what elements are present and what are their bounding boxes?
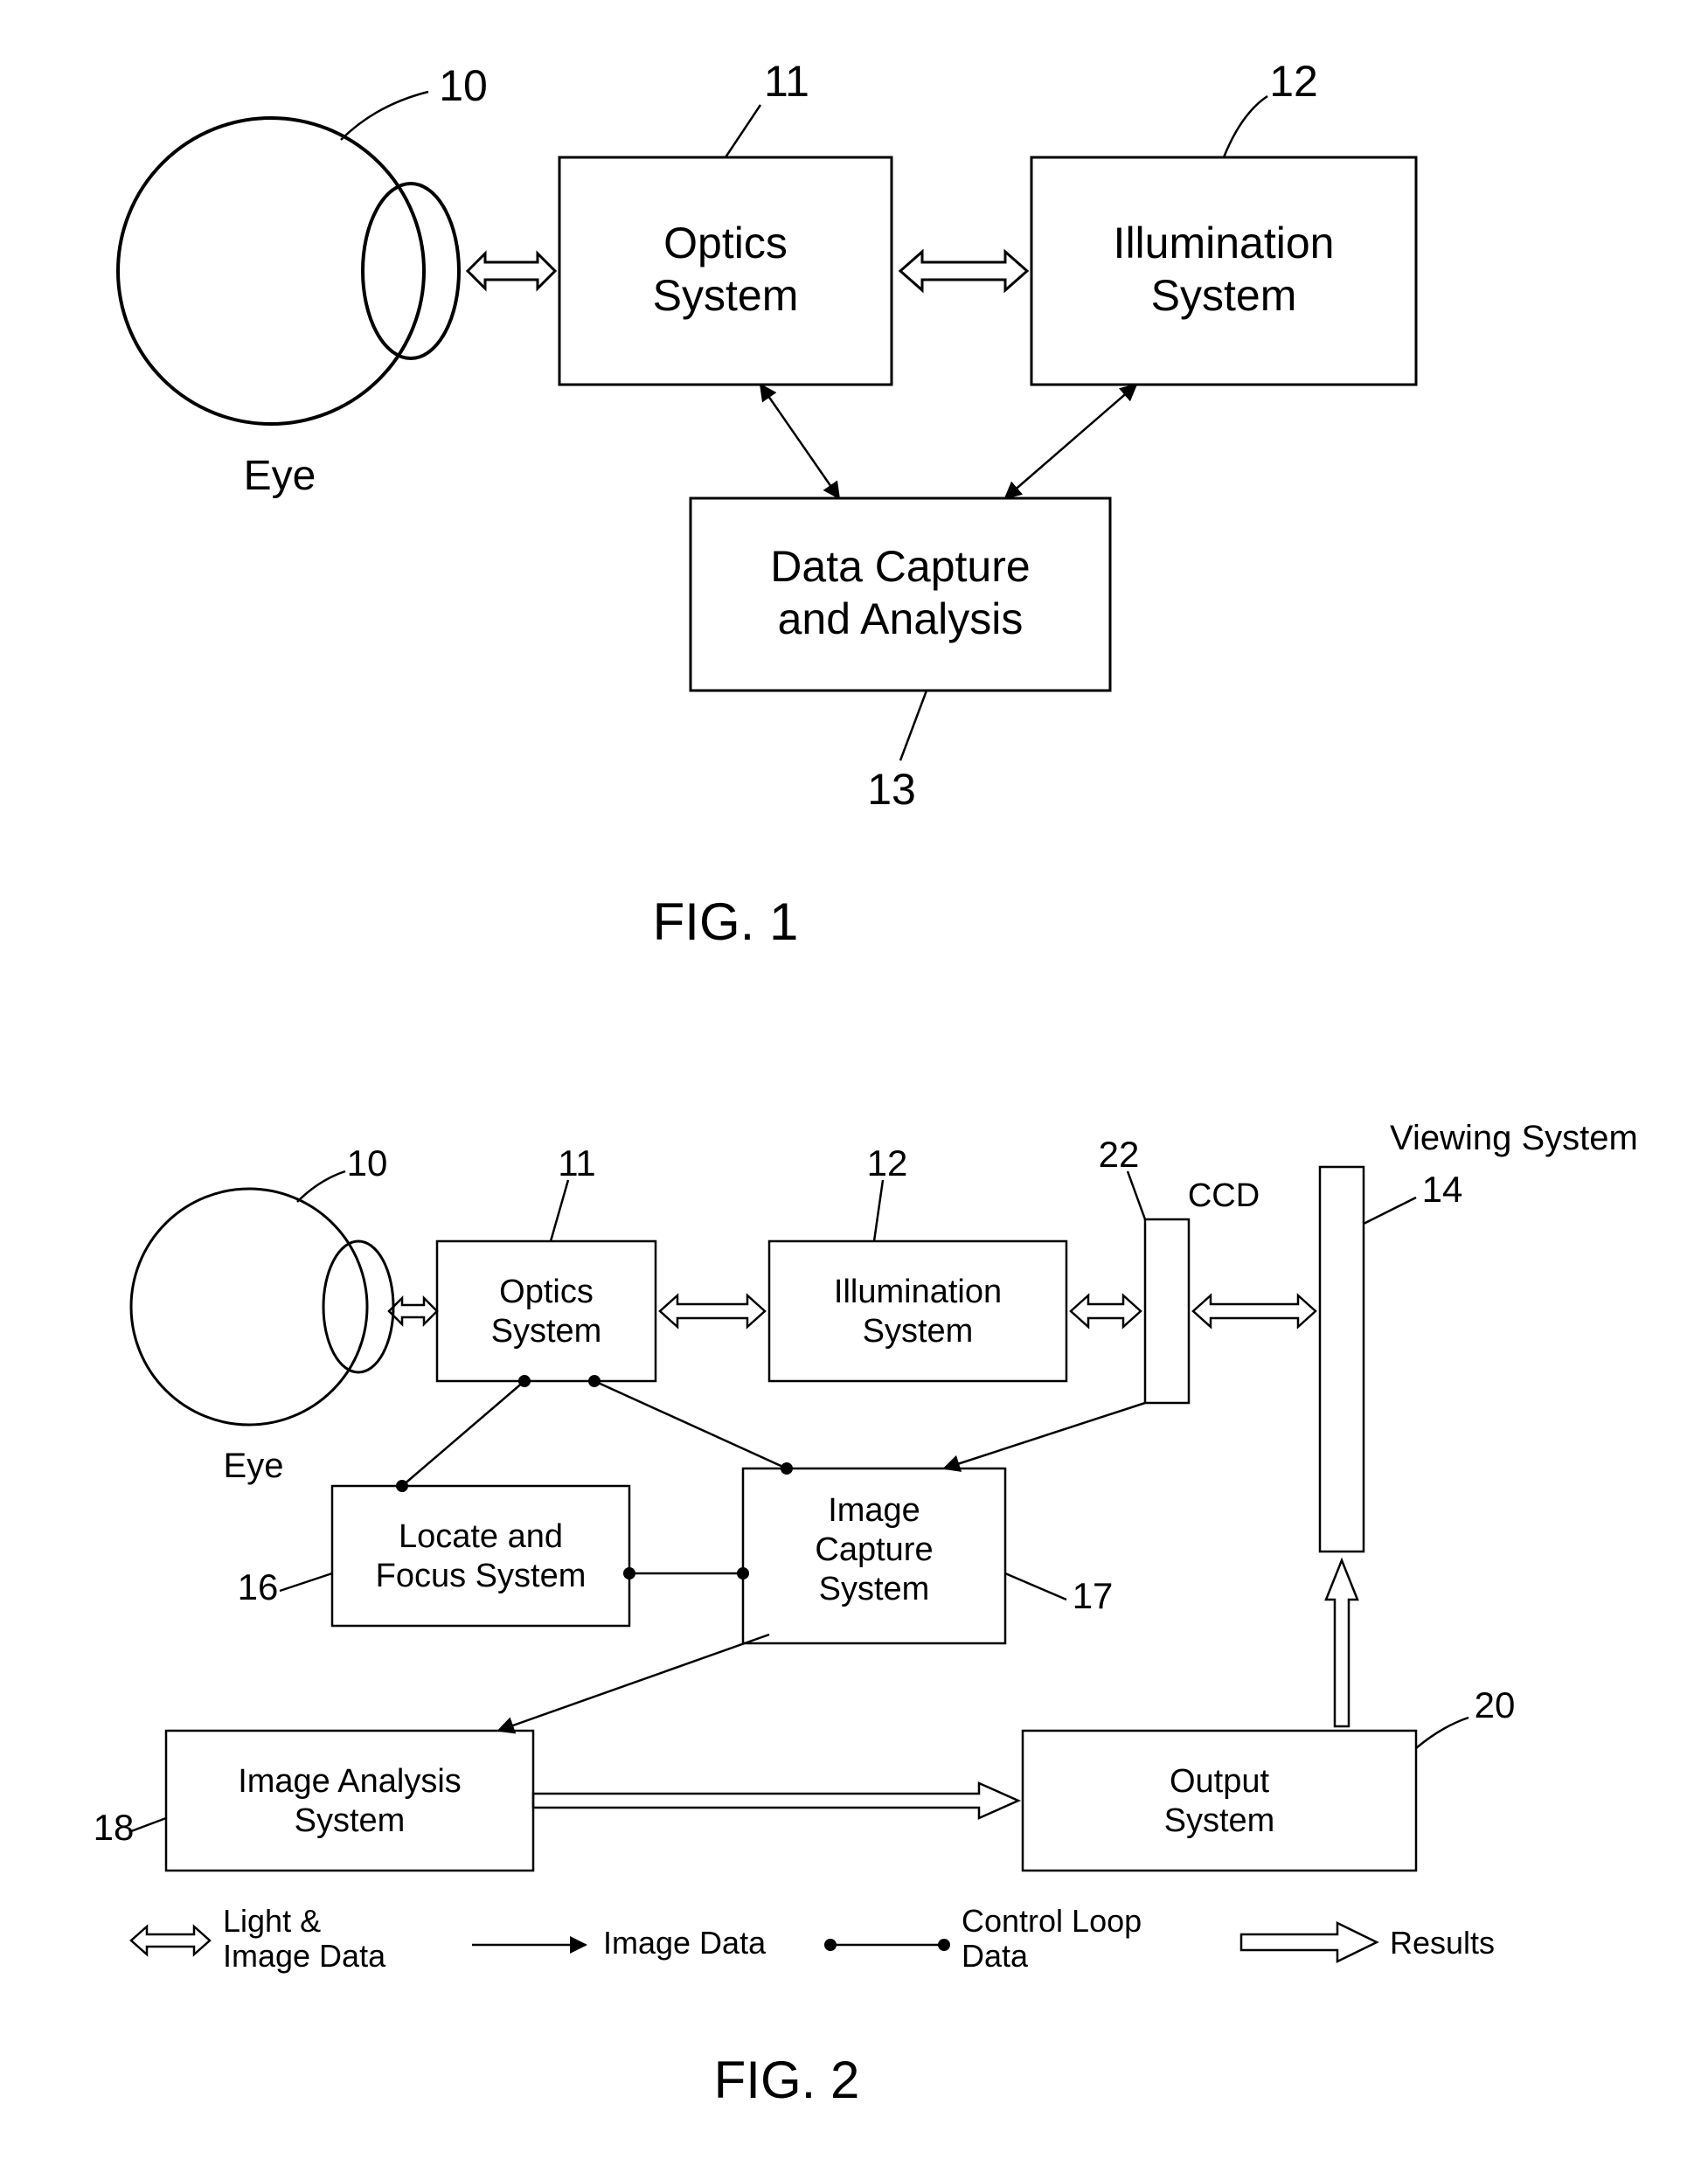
ref2-14: 14 — [1422, 1169, 1463, 1210]
ref-10: 10 — [439, 61, 488, 110]
illum-line2: System — [1151, 271, 1297, 320]
ref-12: 12 — [1269, 57, 1318, 106]
leader2-10 — [297, 1171, 345, 1202]
optics-line2: System — [653, 271, 799, 320]
viewing-box — [1320, 1167, 1364, 1552]
leader2-16 — [280, 1573, 332, 1591]
ref2-22: 22 — [1099, 1134, 1140, 1175]
oa-eye-optics — [389, 1298, 437, 1324]
leader2-12 — [874, 1180, 883, 1241]
ref2-10: 10 — [347, 1142, 388, 1184]
capture-l3: System — [819, 1571, 930, 1607]
diagram-root: Eye 10 Optics System 11 Illumination Sys… — [0, 0, 1708, 2173]
eye-label: Eye — [244, 453, 316, 499]
optics2-l2: System — [491, 1313, 602, 1350]
arrow-optics-data — [760, 385, 839, 498]
leg2: Image Data — [603, 1925, 767, 1961]
leader2-20 — [1416, 1718, 1468, 1748]
optics2-l1: Optics — [499, 1274, 594, 1310]
oa-illum-ccd — [1071, 1295, 1141, 1327]
ctl-optics-capture — [594, 1381, 787, 1468]
fig1-title: FIG. 1 — [653, 892, 799, 951]
leader-13 — [900, 691, 927, 760]
legend: Light & Image Data Image Data Control Lo… — [131, 1903, 1495, 1974]
arrow-capture-analysis — [498, 1635, 769, 1731]
leg3b: Data — [962, 1938, 1029, 1974]
output-l2: System — [1164, 1802, 1275, 1839]
analysis-l2: System — [295, 1802, 406, 1839]
oa-analysis-output — [533, 1783, 1018, 1818]
leader2-22 — [1128, 1171, 1145, 1219]
capture-l2: Capture — [815, 1531, 933, 1568]
ref2-18: 18 — [94, 1807, 135, 1848]
open-arrow-eye-optics — [468, 253, 555, 288]
illum2-l1: Illumination — [834, 1274, 1002, 1310]
fig2-title: FIG. 2 — [714, 2051, 860, 2109]
locate-l2: Focus System — [376, 1558, 587, 1594]
illum2-l2: System — [863, 1313, 974, 1350]
analysis-box — [166, 1731, 533, 1871]
viewing-label: Viewing System — [1390, 1119, 1638, 1157]
leader-12 — [1224, 96, 1267, 157]
leader2-18 — [131, 1818, 166, 1831]
illum2-box — [769, 1241, 1066, 1381]
ccd-label: CCD — [1188, 1177, 1260, 1214]
ref2-16: 16 — [238, 1566, 279, 1607]
output-box — [1023, 1731, 1416, 1871]
oa-output-view — [1326, 1560, 1357, 1726]
output-l1: Output — [1170, 1763, 1270, 1800]
ref2-17: 17 — [1073, 1575, 1114, 1616]
analysis-l1: Image Analysis — [238, 1763, 462, 1800]
leader2-17 — [1005, 1573, 1066, 1600]
arrow-ccd-capture — [944, 1403, 1145, 1468]
illum-line1: Illumination — [1114, 219, 1335, 267]
eye: Eye — [118, 118, 459, 499]
fig1: Eye 10 Optics System 11 Illumination Sys… — [118, 57, 1416, 951]
capture-l1: Image — [828, 1492, 920, 1529]
locate-l1: Locate and — [399, 1518, 563, 1555]
leg1b: Image Data — [223, 1938, 386, 1974]
ctl-optics-locate — [402, 1381, 524, 1486]
ref2-20: 20 — [1475, 1684, 1516, 1725]
leader-10 — [341, 92, 428, 140]
ref-11: 11 — [764, 57, 809, 106]
arrow-illum-data — [1005, 385, 1136, 498]
leg1a: Light & — [223, 1903, 321, 1939]
ccd-box — [1145, 1219, 1189, 1403]
locate-box — [332, 1486, 629, 1626]
open-arrow-optics-illum — [900, 252, 1027, 290]
data-line2: and Analysis — [778, 594, 1024, 643]
leader2-14 — [1364, 1198, 1416, 1224]
optics-line1: Optics — [663, 219, 788, 267]
eye2: Eye — [131, 1189, 393, 1485]
optics2-box — [437, 1241, 656, 1381]
leg4: Results — [1390, 1925, 1495, 1961]
oa-optics-illum — [660, 1295, 765, 1327]
leader-11 — [726, 105, 760, 157]
data-line1: Data Capture — [770, 542, 1030, 591]
oa-ccd-view — [1193, 1295, 1316, 1327]
eye2-label: Eye — [224, 1447, 284, 1485]
ref-13: 13 — [867, 765, 916, 814]
leg3a: Control Loop — [962, 1903, 1142, 1939]
ref2-12: 12 — [867, 1142, 908, 1184]
leader2-11 — [551, 1180, 568, 1241]
ref2-11: 11 — [558, 1142, 596, 1184]
fig2: Eye 10 Optics System 11 Illumination Sys… — [94, 1119, 1638, 2109]
